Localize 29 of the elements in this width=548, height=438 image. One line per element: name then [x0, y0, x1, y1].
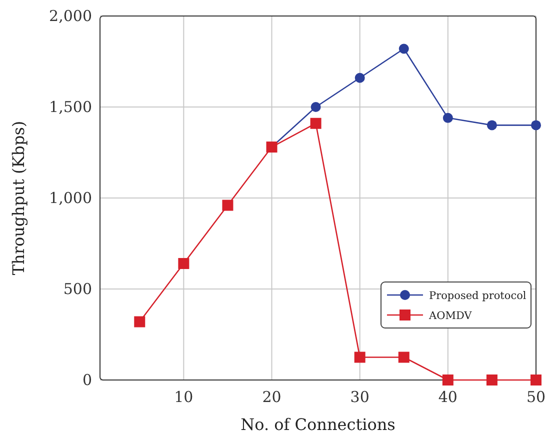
point	[178, 258, 190, 270]
point	[310, 102, 321, 112]
y-tick-label: 1,500	[49, 98, 92, 116]
x-tick-label: 50	[526, 388, 546, 406]
point	[354, 352, 366, 363]
x-tick-label: 40	[438, 388, 458, 406]
y-tick-label: 2,000	[49, 7, 92, 25]
point	[398, 44, 409, 54]
x-tick-label: 10	[174, 388, 194, 406]
point	[398, 352, 410, 363]
x-tick-label: 30	[350, 388, 370, 406]
point	[442, 374, 454, 386]
point	[486, 374, 498, 386]
legend-label: Proposed protocol	[429, 290, 527, 302]
point	[442, 112, 453, 123]
x-tick-label: 20	[262, 388, 282, 406]
y-axis-title: Throughput (Kbps)	[9, 120, 28, 276]
x-axis-title: No. of Connections	[240, 415, 396, 434]
point	[134, 316, 146, 328]
point	[310, 118, 322, 129]
point	[222, 200, 234, 211]
point	[354, 72, 365, 83]
legend-label: AOMDV	[428, 310, 472, 322]
point	[531, 120, 541, 130]
y-tick-label: 0	[82, 371, 92, 389]
point	[530, 374, 542, 386]
point	[486, 120, 497, 130]
y-tick-label: 500	[63, 280, 92, 298]
y-tick-label: 1,000	[49, 189, 92, 207]
